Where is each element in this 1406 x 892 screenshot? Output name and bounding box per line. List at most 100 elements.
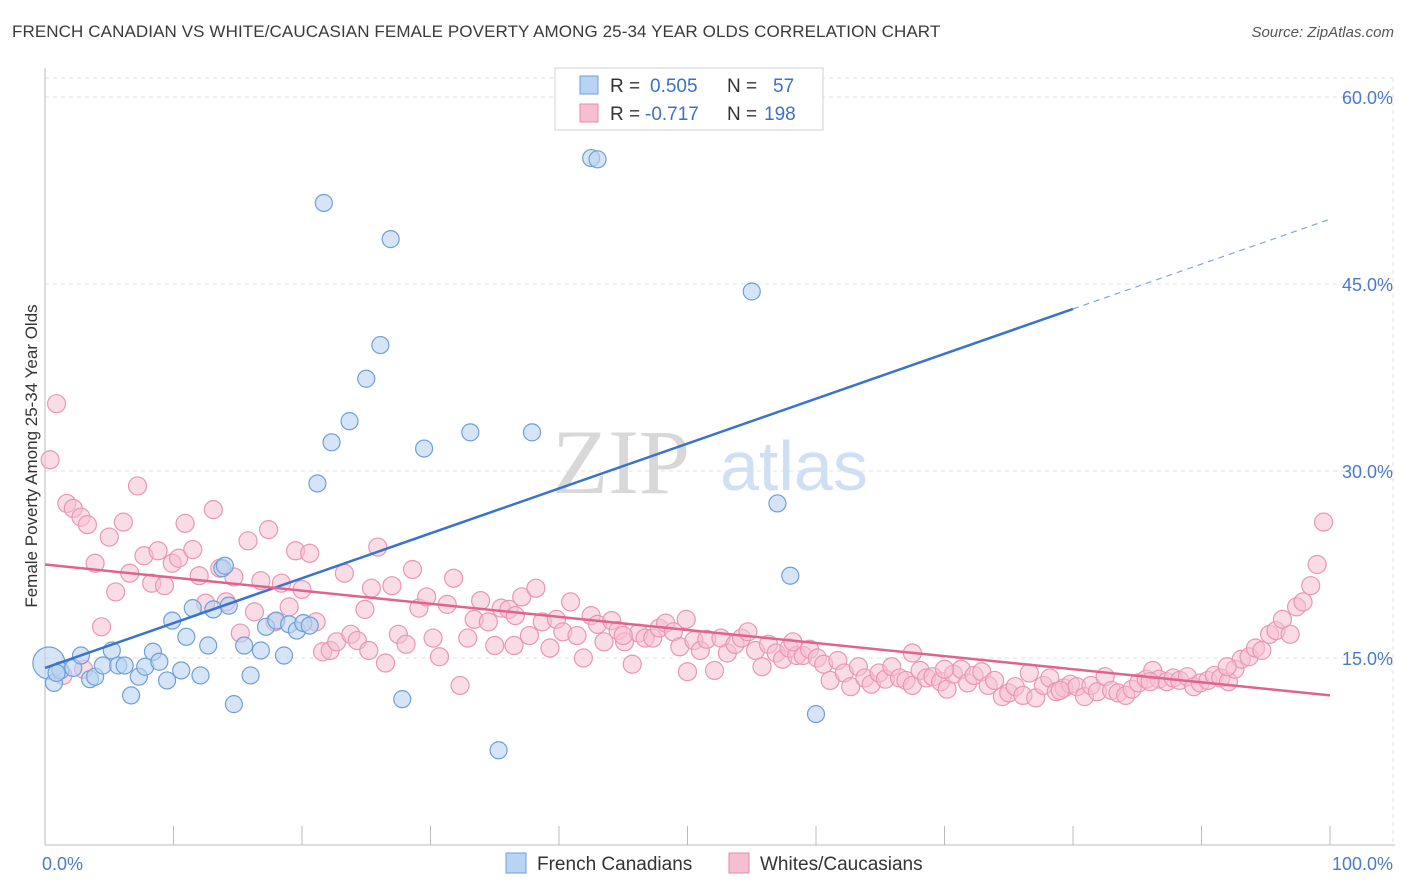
legend-r-label-1: R = xyxy=(610,76,640,97)
point-white-101 xyxy=(738,622,758,642)
point-white-64 xyxy=(485,635,505,656)
point-french-10 xyxy=(115,656,134,675)
point-french-25 xyxy=(215,556,234,575)
point-white-9 xyxy=(106,582,126,602)
point-french-7 xyxy=(93,656,112,675)
point-white-10 xyxy=(113,512,133,532)
legend-box: R = 0.505 N = 57 R = -0.717 N = 198 xyxy=(554,67,824,131)
y-axis-label: Female Poverty Among 25-34 Year Olds xyxy=(22,304,41,607)
point-white-179 xyxy=(1272,609,1293,629)
point-white-31 xyxy=(258,519,279,540)
bottom-legend-swatch-pink xyxy=(728,852,750,874)
point-french-47 xyxy=(461,423,480,442)
point-white-8 xyxy=(99,527,119,547)
point-white-96 xyxy=(704,660,725,681)
point-french-44 xyxy=(381,230,400,249)
point-french-37 xyxy=(300,616,319,635)
trend-line-french-canadians xyxy=(44,307,1074,670)
point-white-28 xyxy=(238,531,258,551)
point-white-192 xyxy=(613,625,633,646)
x-tick-labels: 0.0% 100.0% xyxy=(42,854,1393,874)
point-french-39 xyxy=(314,193,333,213)
point-french-22 xyxy=(199,636,218,655)
point-white-59 xyxy=(450,675,470,696)
point-white-63 xyxy=(478,612,498,632)
point-white-184 xyxy=(1307,554,1327,575)
point-white-37 xyxy=(300,543,320,563)
point-white-19 xyxy=(175,513,195,533)
watermark: ZIP atlas xyxy=(552,411,868,513)
point-french-46 xyxy=(414,439,434,458)
point-white-69 xyxy=(519,625,540,646)
series-french-canadians xyxy=(32,148,826,760)
x-tick-label-0: 0.0% xyxy=(42,854,83,874)
point-white-75 xyxy=(560,592,581,612)
point-white-185 xyxy=(1313,512,1334,532)
legend-swatch-blue xyxy=(579,75,599,95)
bottom-legend-swatch-blue xyxy=(505,852,527,874)
point-french-27 xyxy=(224,695,243,714)
point-white-92 xyxy=(676,609,696,629)
y-tick-label-0: 15.0% xyxy=(1342,649,1393,669)
point-white-72 xyxy=(540,638,560,658)
point-french-21 xyxy=(191,666,210,685)
point-french-49 xyxy=(522,423,542,442)
point-white-116 xyxy=(841,677,861,697)
chart-source: Source: ZipAtlas.com xyxy=(1251,24,1394,41)
point-french-15 xyxy=(150,652,169,671)
point-french-38 xyxy=(308,474,327,493)
legend-r-value-2: -0.717 xyxy=(645,104,699,125)
point-white-67 xyxy=(505,606,525,626)
y-tick-labels: 15.0% 30.0% 45.0% 60.0% xyxy=(1342,88,1393,669)
trend-lines xyxy=(44,218,1331,697)
point-white-195 xyxy=(1217,657,1237,677)
point-white-34 xyxy=(279,597,299,617)
point-white-189 xyxy=(677,662,698,682)
point-white-80 xyxy=(594,632,614,652)
point-white-54 xyxy=(417,587,437,607)
point-white-12 xyxy=(127,476,148,496)
point-white-182 xyxy=(1293,592,1313,612)
point-white-5 xyxy=(77,515,98,535)
y-tick-label-3: 60.0% xyxy=(1342,88,1393,108)
point-french-33 xyxy=(274,646,294,665)
point-white-49 xyxy=(382,576,402,596)
legend-n-value-2: 198 xyxy=(764,104,796,125)
point-white-48 xyxy=(375,653,396,673)
point-white-6 xyxy=(85,553,105,573)
trend-line-french-canadians-extension xyxy=(1072,218,1331,310)
x-tick-label-1: 100.0% xyxy=(1332,854,1393,874)
point-french-42 xyxy=(357,369,376,388)
point-white-7 xyxy=(91,617,112,637)
point-white-194 xyxy=(934,659,955,679)
point-french-11 xyxy=(121,686,141,705)
point-white-20 xyxy=(183,539,203,560)
point-french-55 xyxy=(806,704,826,724)
point-white-197 xyxy=(504,635,524,656)
point-white-18 xyxy=(169,548,189,568)
point-white-103 xyxy=(752,657,772,677)
point-white-52 xyxy=(402,559,423,580)
point-french-54 xyxy=(781,566,800,585)
legend-swatch-pink xyxy=(579,103,599,123)
point-french-18 xyxy=(172,661,191,680)
point-white-196 xyxy=(1050,680,1070,701)
bottom-legend-label-pink: Whites/Caucasians xyxy=(760,854,923,875)
point-white-51 xyxy=(396,634,416,654)
point-white-84 xyxy=(622,654,642,674)
point-white-176 xyxy=(1252,640,1272,661)
watermark-zip-text: ZIP xyxy=(552,411,690,513)
point-french-19 xyxy=(177,627,196,646)
point-white-46 xyxy=(361,578,381,598)
point-white-23 xyxy=(203,500,223,520)
point-white-60 xyxy=(458,628,478,648)
point-white-16 xyxy=(154,576,175,596)
point-white-56 xyxy=(429,647,450,667)
point-french-51 xyxy=(588,150,607,169)
point-french-29 xyxy=(241,666,260,685)
y-tick-label-1: 30.0% xyxy=(1342,462,1393,482)
point-french-16 xyxy=(157,671,177,690)
point-white-137 xyxy=(985,670,1005,691)
point-white-70 xyxy=(526,578,546,598)
